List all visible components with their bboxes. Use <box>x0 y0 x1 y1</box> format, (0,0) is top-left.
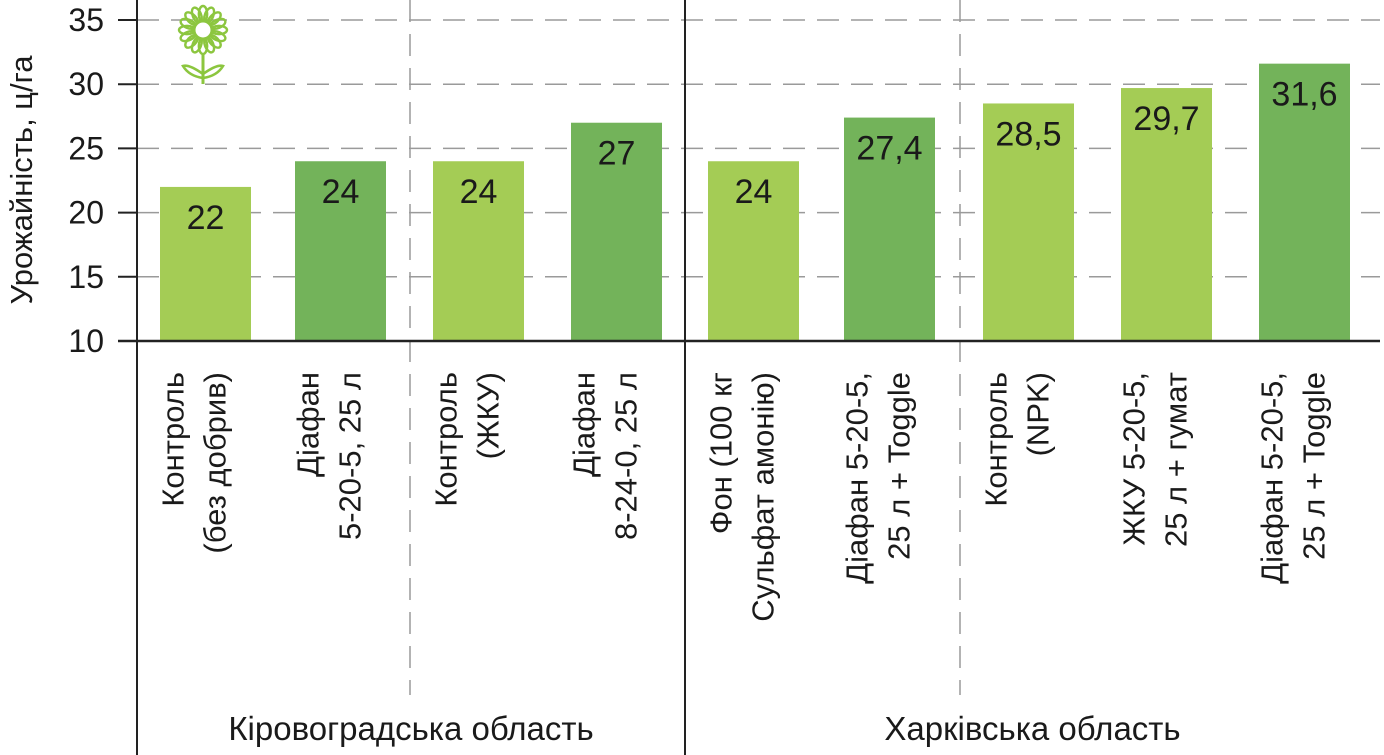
category-label-line: (ЖКУ) <box>471 372 506 459</box>
bar-value-label: 28,5 <box>995 115 1061 153</box>
y-axis-title: Урожайність, ц/га <box>4 55 39 305</box>
sunflower-icon <box>177 4 229 84</box>
category-label-line: (без добрив) <box>198 372 233 554</box>
bar-value-label: 24 <box>322 173 360 211</box>
category-label-line: Діафан <box>567 372 602 477</box>
category-label-line: Контроль <box>979 372 1014 507</box>
category-label-line: Діафан 5-20-5, <box>840 372 875 584</box>
bar <box>160 186 251 341</box>
category-label: Контроль (без добрив) <box>156 372 233 554</box>
category-label: Діафан 5-20-5, 25 л + Toggle <box>1255 372 1332 584</box>
category-label-line: Фон (100 кг <box>704 372 739 534</box>
bar <box>844 117 935 341</box>
bar-value-label: 27 <box>598 135 636 173</box>
category-label: Фон (100 кг Сульфат амонію) <box>704 372 781 622</box>
bar-value-label: 22 <box>187 199 225 237</box>
category-label-line: 8-24-0, 25 л <box>609 372 644 540</box>
bar <box>1121 88 1212 341</box>
bar-value-label: 27,4 <box>856 130 922 168</box>
y-tick-label: 10 <box>68 323 104 359</box>
y-tick-label: 25 <box>68 130 104 166</box>
category-label-line: 25 л + гумат <box>1159 372 1194 547</box>
category-label-line: 25 л + Toggle <box>882 372 917 560</box>
axes <box>118 0 1380 755</box>
leaf <box>202 64 225 80</box>
category-label: Діафан 5-20-5, 25 л <box>291 372 368 540</box>
category-label-line: 25 л + Toggle <box>1297 372 1332 560</box>
bar <box>1259 63 1350 341</box>
category-label: ЖКУ 5-20-5, 25 л + гумат <box>1117 372 1194 547</box>
category-label-line: Діафан 5-20-5, <box>1255 372 1290 584</box>
category-label-line: Контроль <box>156 372 191 507</box>
y-tick-label: 30 <box>68 66 104 102</box>
category-label: Діафан 8-24-0, 25 л <box>567 372 644 540</box>
leaf <box>181 64 204 80</box>
category-label-line: 5-20-5, 25 л <box>333 372 368 540</box>
bar <box>295 161 386 341</box>
y-tick-label: 20 <box>68 195 104 231</box>
bar-value-label: 31,6 <box>1271 76 1337 114</box>
region-label: Харківська область <box>884 710 1180 747</box>
y-tick-label: 15 <box>68 259 104 295</box>
category-label: Контроль (ЖКУ) <box>429 372 506 507</box>
category-label: Діафан 5-20-5, 25 л + Toggle <box>840 372 917 584</box>
bar <box>571 122 662 341</box>
category-label-line: (NPK) <box>1021 372 1056 456</box>
bars <box>160 63 1350 342</box>
bar-value-label: 24 <box>735 173 773 211</box>
category-label: Контроль (NPK) <box>979 372 1056 507</box>
bar-value-label: 24 <box>460 173 498 211</box>
y-tick-label: 35 <box>68 2 104 38</box>
category-label-line: Сульфат амонію) <box>746 372 781 622</box>
category-label-line: Контроль <box>429 372 464 507</box>
category-label-line: ЖКУ 5-20-5, <box>1117 372 1152 546</box>
bar <box>433 161 524 341</box>
flower-center <box>192 19 214 41</box>
bar <box>983 103 1074 342</box>
category-label-line: Діафан <box>291 372 326 477</box>
region-label: Кіровоградська область <box>228 710 593 747</box>
bar-value-label: 29,7 <box>1133 100 1199 138</box>
bar <box>708 161 799 341</box>
